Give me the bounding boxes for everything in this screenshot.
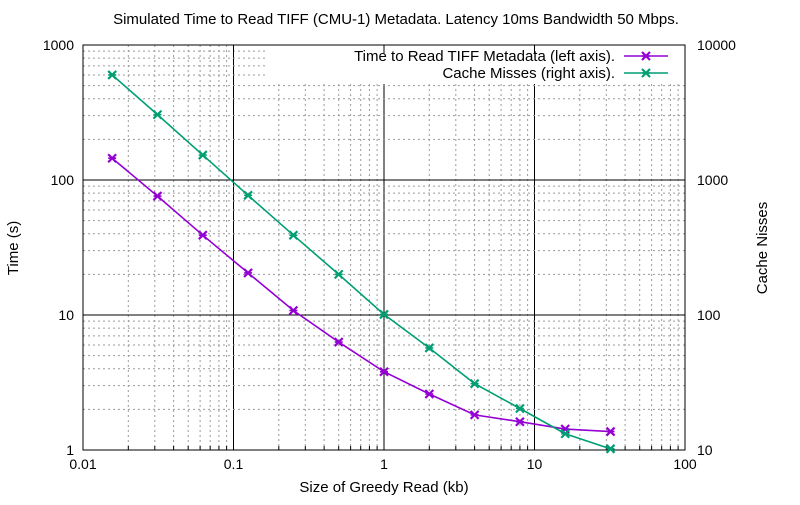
series-2-point bbox=[469, 378, 480, 389]
legend-swatch-marker-2 bbox=[641, 68, 651, 78]
series-2-point bbox=[560, 428, 570, 439]
series-2-point bbox=[515, 403, 525, 414]
series-2-point bbox=[152, 109, 163, 120]
series-2-point bbox=[605, 444, 616, 454]
x-tick-label: 0.01 bbox=[69, 456, 96, 472]
series-2-point bbox=[107, 70, 117, 80]
series-1-point bbox=[333, 337, 344, 347]
y2-axis-title: Cache Nisses bbox=[754, 202, 771, 295]
series-line-1 bbox=[111, 157, 611, 433]
x-tick-label: 100 bbox=[673, 456, 697, 472]
y2-tick-label: 10000 bbox=[697, 37, 736, 53]
y-tick-label: 1000 bbox=[43, 37, 74, 53]
x-tick-label: 10 bbox=[527, 456, 543, 472]
series-line-2 bbox=[111, 74, 611, 450]
x-axis-title: Size of Greedy Read (kb) bbox=[299, 479, 468, 496]
series-1-point bbox=[198, 230, 208, 240]
legend: Time to Read TIFF Metadata (left axis).C… bbox=[354, 48, 668, 82]
y-axis-title: Time (s) bbox=[5, 221, 22, 275]
series-2-point bbox=[379, 309, 389, 320]
series-2-point bbox=[333, 269, 344, 280]
series-1-point bbox=[107, 153, 117, 163]
grid-layer bbox=[83, 45, 685, 450]
y-tick-label: 100 bbox=[51, 172, 75, 188]
y2-tick-label: 1000 bbox=[697, 172, 728, 188]
y-tick-label: 10 bbox=[58, 307, 74, 323]
legend-label-1: Time to Read TIFF Metadata (left axis). bbox=[354, 48, 615, 65]
x-tick-label: 1 bbox=[380, 456, 388, 472]
series-1-point bbox=[152, 191, 163, 201]
series-1-point bbox=[379, 366, 389, 377]
y-tick-label: 1 bbox=[66, 442, 74, 458]
series-1-point bbox=[515, 416, 525, 427]
series-1-point bbox=[605, 426, 616, 437]
series-1-point bbox=[243, 268, 253, 278]
series-1-point bbox=[469, 410, 480, 420]
legend-label-2: Cache Misses (right axis). bbox=[442, 65, 615, 82]
series-2-point bbox=[198, 150, 208, 160]
y2-tick-label: 100 bbox=[697, 307, 721, 323]
x-tick-label: 0.1 bbox=[224, 456, 244, 472]
series-layer bbox=[107, 70, 616, 454]
series-2-point bbox=[424, 343, 435, 353]
legend-swatch-marker-1 bbox=[641, 51, 651, 61]
series-1-point bbox=[424, 389, 435, 399]
series-1-point bbox=[288, 305, 299, 316]
y2-tick-label: 10 bbox=[697, 442, 713, 458]
chart-title: Simulated Time to Read TIFF (CMU-1) Meta… bbox=[113, 11, 679, 28]
series-2-point bbox=[288, 230, 299, 240]
series-2-point bbox=[243, 190, 253, 201]
